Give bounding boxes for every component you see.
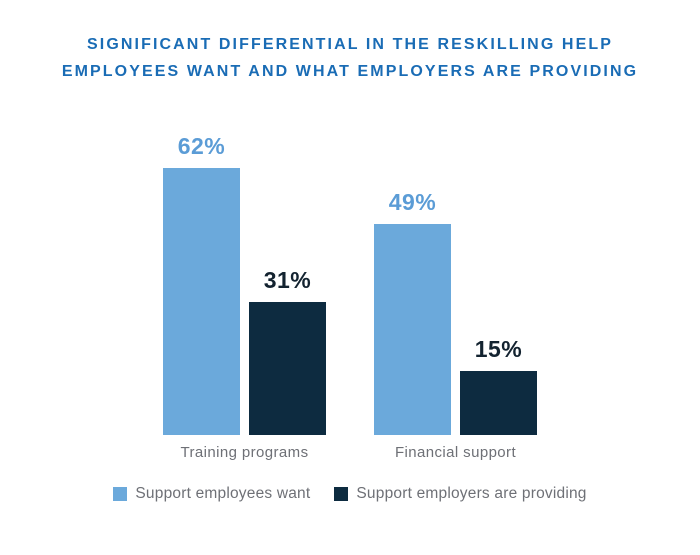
bar-group-training-programs: 62% 31% bbox=[163, 132, 326, 435]
bar-financial-employers-providing bbox=[460, 370, 537, 435]
legend-label-employees-want: Support employees want bbox=[135, 485, 311, 502]
legend-swatch-light-blue bbox=[113, 487, 128, 501]
bar-column-financial-want: 49% bbox=[374, 188, 451, 435]
plot-area: 62% 31% 49% 15% bbox=[0, 132, 700, 435]
bar-column-training-want: 62% bbox=[163, 132, 240, 435]
legend-item-employers-providing: Support employers are providing bbox=[334, 485, 586, 503]
category-label-financial-support: Financial support bbox=[394, 444, 517, 461]
bar-group-financial-support: 49% 15% bbox=[374, 188, 537, 435]
value-label-financial-want: 49% bbox=[388, 189, 437, 216]
chart-title: SIGNIFICANT DIFFERENTIAL IN THE RESKILLI… bbox=[0, 31, 700, 85]
chart-title-line1: SIGNIFICANT DIFFERENTIAL IN THE RESKILLI… bbox=[87, 36, 613, 53]
chart-legend: Support employees want Support employers… bbox=[0, 485, 700, 503]
bar-financial-employees-want bbox=[374, 224, 451, 435]
bar-training-employees-want bbox=[163, 168, 240, 435]
bar-column-financial-providing: 15% bbox=[460, 335, 537, 435]
value-label-training-want: 62% bbox=[177, 133, 226, 160]
legend-swatch-dark-navy bbox=[334, 487, 349, 501]
chart-title-line2: EMPLOYEES WANT AND WHAT EMPLOYERS ARE PR… bbox=[61, 63, 639, 80]
legend-item-employees-want: Support employees want bbox=[113, 485, 310, 503]
value-label-training-providing: 31% bbox=[263, 266, 312, 293]
bar-column-training-providing: 31% bbox=[249, 266, 326, 435]
category-label-training-programs: Training programs bbox=[180, 444, 309, 461]
x-axis-labels: Training programs Financial support bbox=[0, 444, 700, 461]
legend-label-employers-providing: Support employers are providing bbox=[356, 485, 587, 502]
bar-training-employers-providing bbox=[249, 301, 326, 435]
value-label-financial-providing: 15% bbox=[474, 335, 523, 362]
